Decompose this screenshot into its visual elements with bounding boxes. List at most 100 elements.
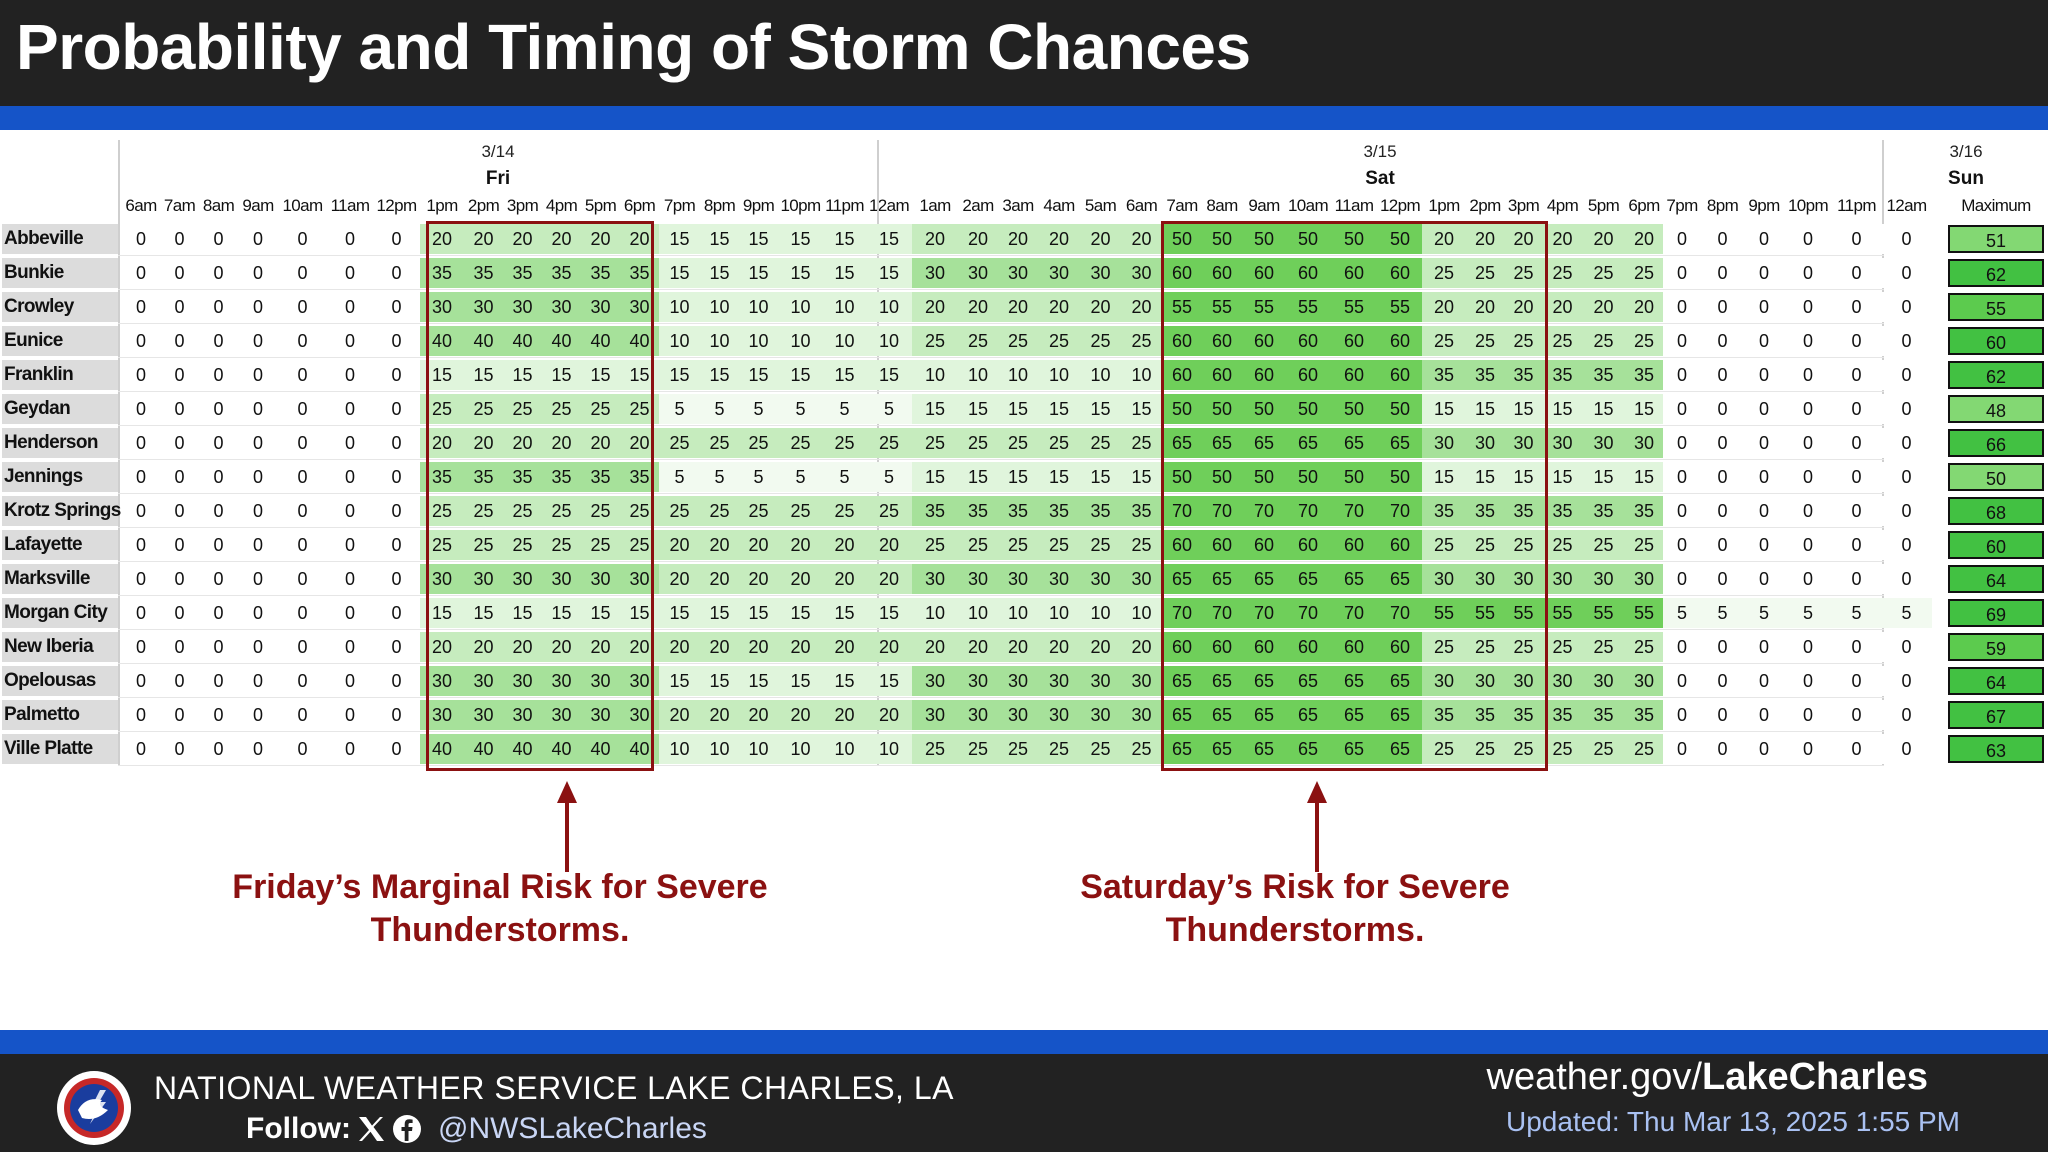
data-cell: 10 <box>823 292 866 322</box>
row-divider <box>118 663 1884 664</box>
data-cell: 55 <box>1242 292 1286 322</box>
data-cell: 10 <box>866 734 912 764</box>
day-name-1: Sat <box>1365 168 1395 189</box>
data-cell: 20 <box>998 292 1038 322</box>
data-cell: 35 <box>1504 700 1543 730</box>
data-cell: 0 <box>1701 428 1744 458</box>
data-cell: 50 <box>1286 462 1330 492</box>
data-cell: 20 <box>700 564 739 594</box>
hour-header: 11pm <box>1837 196 1876 215</box>
data-cell: 30 <box>912 258 958 288</box>
data-cell: 25 <box>1422 734 1466 764</box>
data-cell: 20 <box>1582 224 1625 254</box>
data-cell: 60 <box>1242 632 1286 662</box>
data-cell: 30 <box>503 700 542 730</box>
data-cell: 20 <box>823 632 866 662</box>
data-cell: 35 <box>1080 496 1121 526</box>
data-cell: 65 <box>1330 734 1378 764</box>
data-cell: 20 <box>823 564 866 594</box>
data-cell: 0 <box>278 394 327 424</box>
day-separator <box>118 140 120 766</box>
data-cell: 25 <box>1504 734 1543 764</box>
data-cell: 0 <box>1744 564 1784 594</box>
data-cell: 0 <box>278 632 327 662</box>
data-cell: 30 <box>542 292 581 322</box>
max-value-cell: 63 <box>1948 735 2044 763</box>
data-cell: 0 <box>1701 734 1744 764</box>
data-cell: 0 <box>1744 462 1784 492</box>
data-cell: 0 <box>160 394 199 424</box>
data-cell: 0 <box>327 360 373 390</box>
data-cell: 20 <box>700 700 739 730</box>
data-cell: 25 <box>1625 734 1663 764</box>
data-cell: 0 <box>1744 734 1784 764</box>
data-cell: 20 <box>1582 292 1625 322</box>
data-cell: 30 <box>464 700 503 730</box>
data-cell: 0 <box>1881 700 1932 730</box>
data-cell: 55 <box>1330 292 1378 322</box>
social-icons <box>356 1112 422 1146</box>
data-cell: 15 <box>958 462 998 492</box>
data-cell: 30 <box>1422 564 1466 594</box>
row-divider <box>118 697 1884 698</box>
data-cell: 60 <box>1330 326 1378 356</box>
data-cell: 30 <box>1121 564 1162 594</box>
data-cell: 0 <box>1784 632 1832 662</box>
data-cell: 0 <box>1744 530 1784 560</box>
data-cell: 5 <box>866 394 912 424</box>
data-cell: 20 <box>1466 224 1504 254</box>
day-date-0: 3/14 <box>481 142 515 161</box>
data-cell: 5 <box>739 462 778 492</box>
max-value-cell: 64 <box>1948 565 2044 593</box>
data-cell: 20 <box>542 224 581 254</box>
row-divider <box>118 731 1884 732</box>
data-cell: 65 <box>1378 734 1422 764</box>
data-cell: 25 <box>464 496 503 526</box>
facebook-icon[interactable] <box>392 1114 422 1144</box>
hour-header: 9am <box>242 196 274 215</box>
data-cell: 30 <box>958 564 998 594</box>
data-cell: 15 <box>542 360 581 390</box>
data-cell: 0 <box>160 666 199 696</box>
data-cell: 0 <box>122 598 160 628</box>
data-cell: 70 <box>1330 598 1378 628</box>
data-cell: 20 <box>998 632 1038 662</box>
data-cell: 20 <box>659 700 700 730</box>
data-cell: 0 <box>1663 700 1701 730</box>
data-cell: 65 <box>1378 564 1422 594</box>
data-cell: 25 <box>542 496 581 526</box>
data-cell: 70 <box>1378 496 1422 526</box>
website-link[interactable]: weather.gov/LakeCharles <box>1486 1056 1929 1098</box>
hour-header: 1pm <box>1428 196 1460 215</box>
data-cell: 25 <box>998 326 1038 356</box>
data-cell: 20 <box>778 564 823 594</box>
city-label: Eunice <box>2 326 118 356</box>
data-cell: 15 <box>1625 394 1663 424</box>
data-cell: 25 <box>659 428 700 458</box>
data-cell: 65 <box>1202 700 1242 730</box>
data-cell: 25 <box>998 734 1038 764</box>
data-cell: 25 <box>581 394 620 424</box>
data-cell: 40 <box>542 326 581 356</box>
data-cell: 20 <box>503 632 542 662</box>
saturday-arrow <box>1315 800 1319 872</box>
data-cell: 20 <box>958 632 998 662</box>
social-handle[interactable]: @NWSLakeCharles <box>438 1112 707 1145</box>
data-cell: 25 <box>1121 326 1162 356</box>
data-cell: 25 <box>823 496 866 526</box>
data-cell: 25 <box>1038 530 1080 560</box>
data-cell: 50 <box>1330 224 1378 254</box>
data-cell: 30 <box>464 666 503 696</box>
data-cell: 25 <box>1038 734 1080 764</box>
data-cell: 25 <box>1466 258 1504 288</box>
data-cell: 0 <box>278 564 327 594</box>
data-cell: 25 <box>778 428 823 458</box>
data-cell: 15 <box>464 598 503 628</box>
data-cell: 0 <box>199 700 238 730</box>
data-cell: 20 <box>1080 224 1121 254</box>
x-icon[interactable] <box>356 1114 386 1144</box>
data-cell: 25 <box>778 496 823 526</box>
data-cell: 0 <box>238 496 278 526</box>
data-cell: 15 <box>659 598 700 628</box>
data-cell: 0 <box>199 666 238 696</box>
